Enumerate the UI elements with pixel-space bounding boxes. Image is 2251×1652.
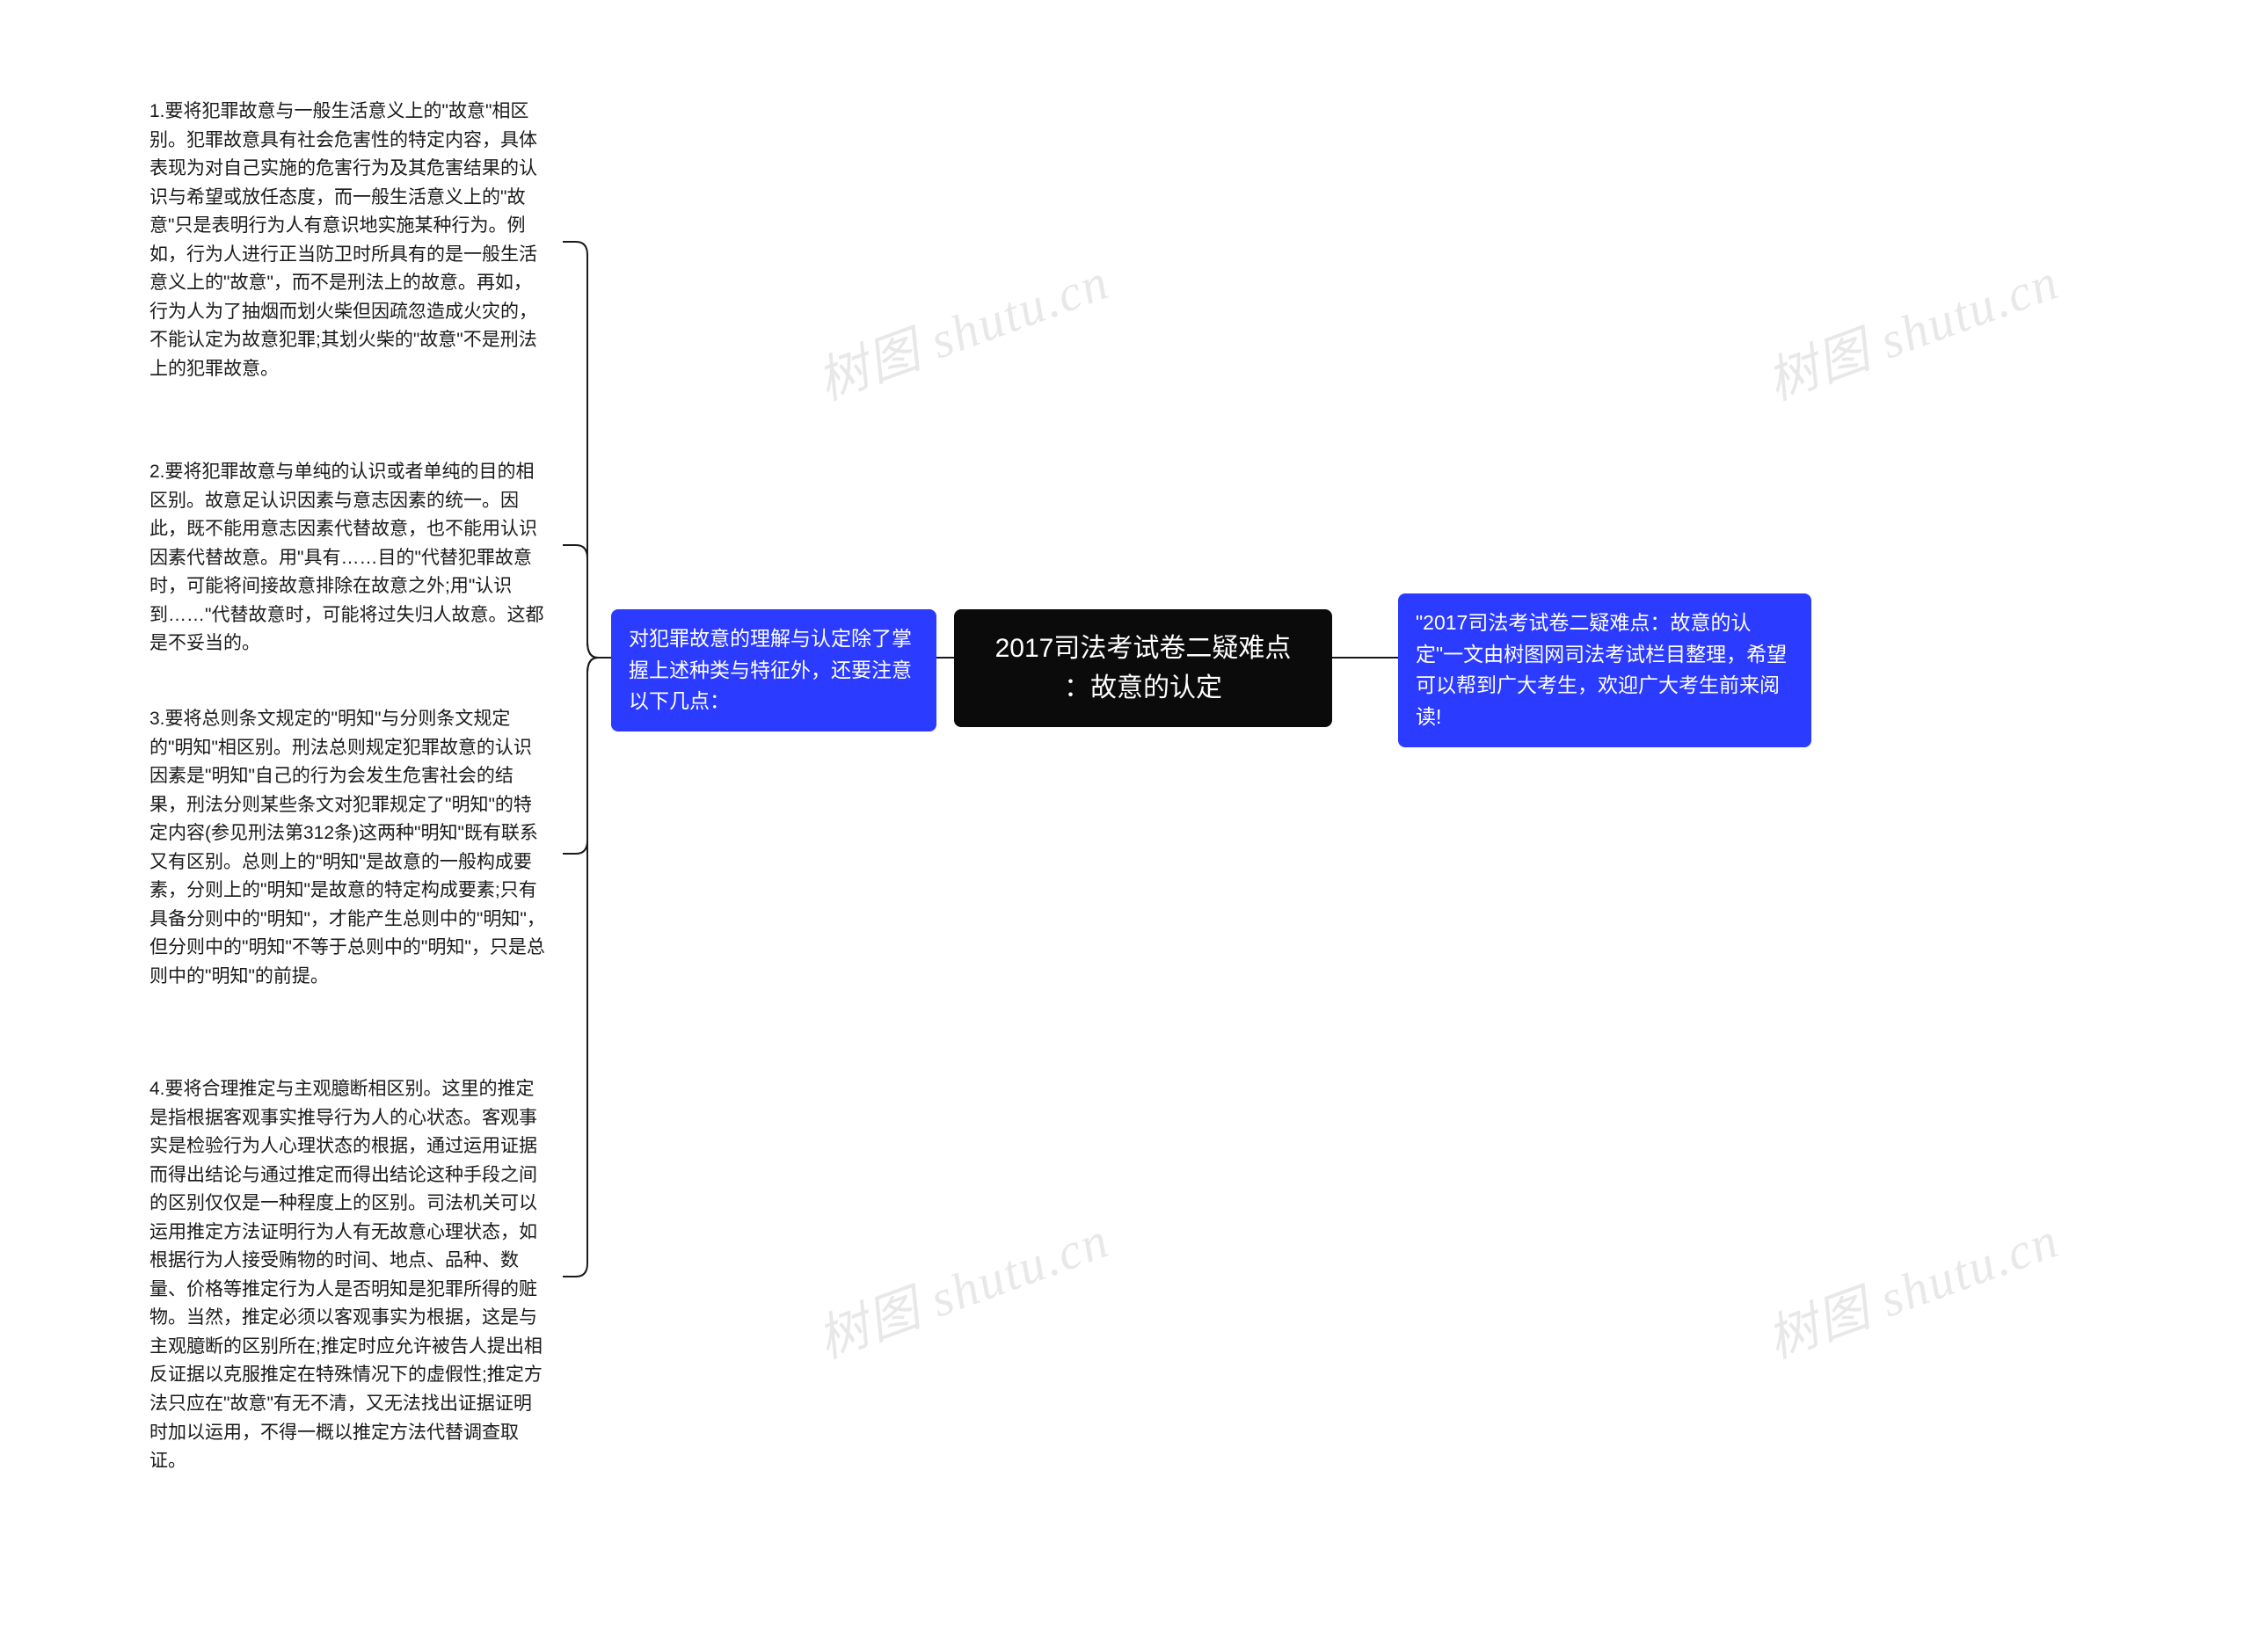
leaf-node-1[interactable]: 1.要将犯罪故意与一般生活意义上的"故意"相区别。犯罪故意具有社会危害性的特定内… — [132, 84, 563, 397]
root-node-line2: ：故意的认定 — [979, 668, 1308, 708]
leaf-node-2[interactable]: 2.要将犯罪故意与单纯的认识或者单纯的目的相区别。故意足认识因素与意志因素的统一… — [132, 444, 563, 673]
watermark: 树图 shutu.cn — [1755, 240, 2067, 414]
watermark: 树图 shutu.cn — [805, 1198, 1118, 1372]
connector — [563, 658, 611, 854]
root-node-line1: 2017司法考试卷二疑难点 — [979, 629, 1308, 668]
leaf-node-3[interactable]: 3.要将总则条文规定的"明知"与分则条文规定的"明知"相区别。刑法总则规定犯罪故… — [132, 691, 563, 1005]
leaf-node-4[interactable]: 4.要将合理推定与主观臆断相区别。这里的推定是指根据客观事实推导行为人的心状态。… — [132, 1061, 563, 1490]
watermark: 树图 shutu.cn — [805, 240, 1118, 414]
root-node[interactable]: 2017司法考试卷二疑难点 ：故意的认定 — [954, 609, 1332, 727]
left-child-node[interactable]: 对犯罪故意的理解与认定除了掌握上述种类与特征外，还要注意以下几点： — [611, 609, 936, 731]
connector — [563, 545, 611, 658]
connector — [563, 242, 611, 658]
right-child-node[interactable]: "2017司法考试卷二疑难点：故意的认定"一文由树图网司法考试栏目整理，希望可以… — [1398, 593, 1811, 747]
connector — [563, 658, 611, 1277]
watermark: 树图 shutu.cn — [1755, 1198, 2067, 1372]
